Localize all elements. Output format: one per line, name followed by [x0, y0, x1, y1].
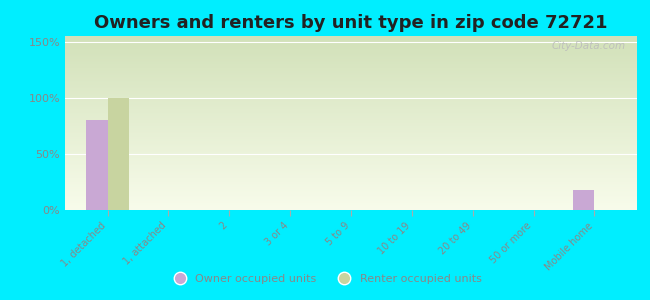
Title: Owners and renters by unit type in zip code 72721: Owners and renters by unit type in zip c… — [94, 14, 608, 32]
Bar — [86, 120, 108, 210]
Bar — [108, 98, 129, 210]
Text: City-Data.com: City-Data.com — [551, 41, 625, 51]
Legend: Owner occupied units, Renter occupied units: Owner occupied units, Renter occupied un… — [164, 270, 486, 288]
Bar — [573, 190, 594, 210]
